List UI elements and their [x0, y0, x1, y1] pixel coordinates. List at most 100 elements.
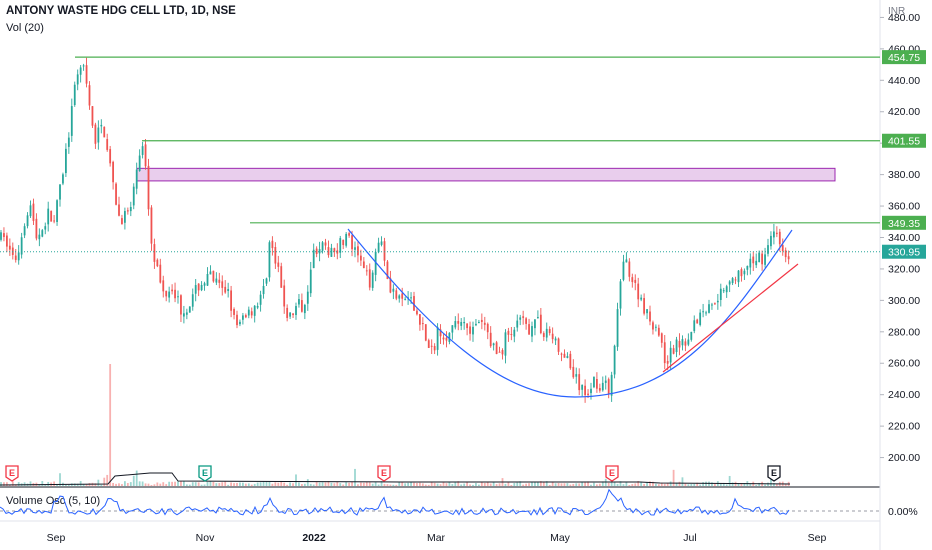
y-tick-label: 380.00: [888, 169, 920, 181]
volume-bar: [575, 483, 578, 486]
candle-body: [781, 245, 784, 251]
candle-body: [65, 148, 67, 174]
candle-body: [73, 84, 76, 106]
volume-bar: [775, 484, 778, 486]
volume-bar: [292, 483, 294, 486]
candle-body: [79, 67, 82, 75]
volume-bar: [522, 484, 525, 486]
candle-body: [613, 345, 616, 375]
volume-bar: [728, 475, 731, 486]
y-tick-label: 240.00: [888, 389, 920, 401]
candle-body: [129, 207, 132, 212]
volume-bar: [631, 484, 634, 486]
candle-body: [504, 332, 507, 356]
volume-bar: [144, 483, 147, 486]
candle-body: [53, 220, 55, 222]
candle-body: [109, 149, 112, 164]
volume-bar: [324, 482, 327, 486]
candle-body: [230, 290, 232, 311]
candle-body: [118, 204, 120, 216]
candle-body: [507, 330, 510, 335]
volume-bar: [109, 364, 112, 486]
candle-body: [737, 270, 740, 283]
volume-bar: [569, 484, 572, 486]
candle-body: [362, 261, 365, 269]
candle-body: [132, 186, 135, 206]
supply-zone-layer: [136, 167, 836, 182]
volume-bar: [185, 484, 188, 486]
volume-bar: [365, 481, 368, 486]
volume-bar: [247, 483, 250, 486]
volume-bar: [601, 481, 604, 486]
volume-bar: [126, 483, 129, 486]
candle-body: [537, 317, 539, 319]
volume-bar: [115, 483, 117, 486]
volume-bar: [510, 484, 513, 486]
earnings-marker-label: E: [609, 468, 615, 478]
candle-body: [410, 297, 412, 299]
candle-body: [755, 260, 758, 266]
volume-bar: [407, 482, 409, 486]
volume-bar: [203, 484, 206, 486]
candle-body: [528, 324, 530, 335]
candle-body: [731, 278, 734, 284]
candle-body: [678, 340, 681, 348]
candle-body: [357, 246, 359, 256]
volume-bar: [227, 484, 230, 486]
volume-bar: [560, 483, 563, 486]
volume-bar: [377, 484, 380, 486]
candle-body: [342, 239, 345, 246]
candle-body: [761, 253, 763, 265]
candle-body: [203, 283, 206, 286]
candle-body: [469, 326, 471, 334]
volume-bar: [669, 481, 672, 486]
volume-bar: [545, 481, 548, 486]
volume-bar: [271, 483, 274, 486]
candle-body: [126, 210, 129, 212]
volume-bar: [76, 483, 79, 486]
candle-body: [702, 311, 704, 313]
volume-bar: [100, 484, 103, 486]
candle-body: [643, 298, 645, 314]
candle-body: [29, 205, 32, 217]
candle-body: [374, 251, 377, 275]
volume-bar: [303, 483, 306, 486]
volume-bar: [301, 484, 303, 486]
volume-bar: [675, 482, 678, 486]
candle-body: [569, 353, 572, 369]
x-tick-label: May: [550, 532, 571, 544]
candle-body: [321, 242, 324, 251]
candle-body: [191, 294, 194, 307]
earnings-marker-label: E: [381, 468, 387, 478]
candle-body: [722, 290, 725, 292]
volume-bar: [283, 482, 286, 486]
volume-bar: [312, 484, 315, 486]
candle-body: [336, 250, 339, 254]
candle-body: [681, 339, 684, 346]
candle-body: [47, 208, 50, 225]
volume-bar: [368, 482, 371, 486]
candle-body: [17, 252, 20, 261]
candle-body: [371, 272, 374, 288]
candle-body: [404, 298, 407, 300]
volume-bar: [649, 481, 651, 486]
candle-body: [622, 261, 625, 280]
candle-body: [183, 313, 185, 317]
candle-body: [262, 285, 265, 295]
candle-body: [590, 388, 592, 394]
candle-body: [492, 343, 495, 346]
candle-body: [660, 333, 663, 343]
volume-bar: [236, 483, 238, 486]
volume-bar: [619, 481, 622, 486]
candle-body: [141, 146, 144, 155]
volume-bar: [457, 481, 460, 486]
volume-bar: [138, 481, 141, 486]
volume-label[interactable]: Vol (20): [6, 22, 44, 34]
volume-oscillator-label[interactable]: Volume Osc (5, 10): [6, 495, 101, 507]
volume-bar: [380, 481, 383, 486]
candle-body: [171, 289, 173, 292]
volume-bar: [306, 479, 309, 486]
candle-body: [773, 231, 775, 238]
price-level-lines: [0, 56, 880, 253]
